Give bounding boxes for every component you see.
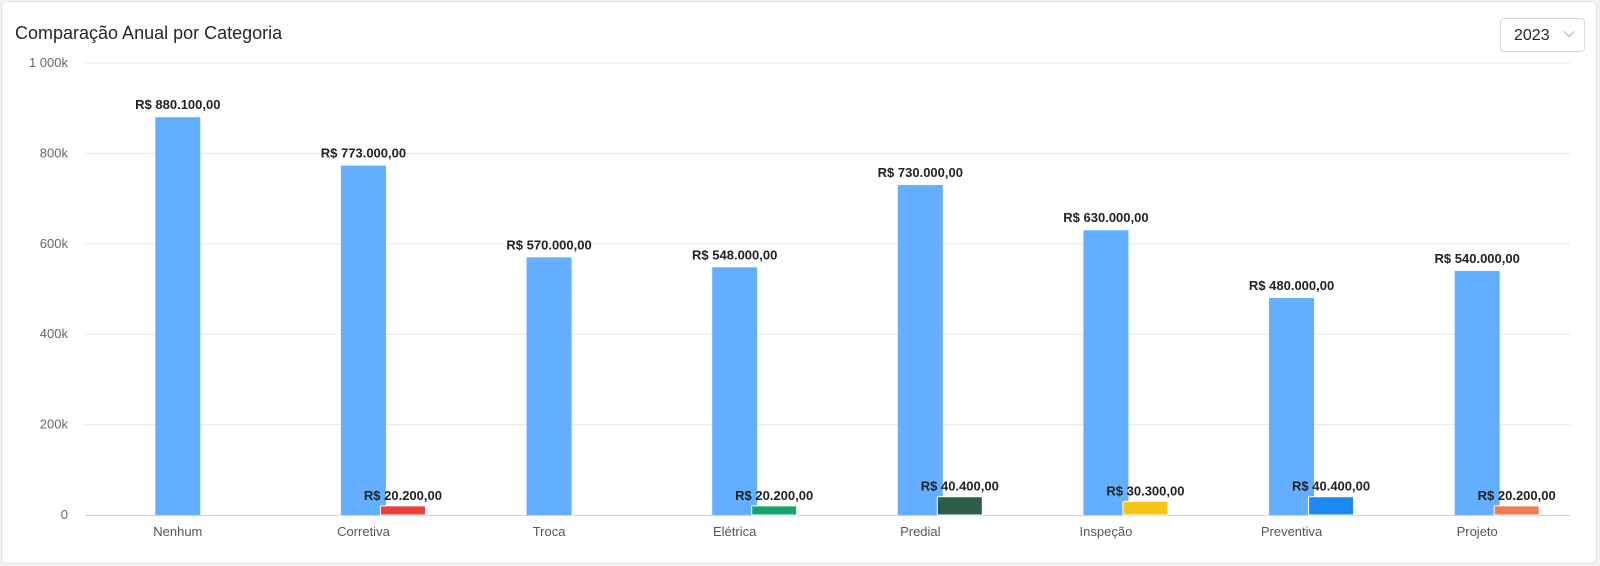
y-tick-label: 1 000k: [29, 55, 69, 70]
year-select[interactable]: 2023: [1500, 18, 1585, 52]
bar-category-4: [751, 505, 798, 516]
bar-total-8: [1454, 270, 1500, 515]
x-tick-label: Preventiva: [1261, 524, 1323, 539]
y-tick-label: 400k: [40, 326, 69, 341]
chevron-down-icon: [1563, 31, 1575, 38]
data-label-total: R$ 730.000,00: [878, 165, 963, 180]
bar-category-7: [1308, 496, 1355, 516]
data-label-total: R$ 630.000,00: [1063, 210, 1148, 225]
data-label-category: R$ 40.400,00: [1292, 479, 1370, 494]
bar-total-2: [340, 165, 386, 515]
bar-total-3: [526, 257, 572, 515]
bar-category-2: [379, 505, 426, 516]
bar-category-5: [936, 496, 983, 516]
bar-total-6: [1083, 230, 1129, 516]
bar-total-7: [1269, 298, 1315, 515]
data-label-total: R$ 540.000,00: [1435, 251, 1520, 266]
bar-total-5: [897, 185, 943, 516]
data-label-category: R$ 40.400,00: [921, 479, 999, 494]
x-tick-label: Nenhum: [153, 524, 202, 539]
data-label-category: R$ 30.300,00: [1106, 483, 1184, 498]
page-title: Comparação Anual por Categoria: [15, 23, 283, 43]
data-label-category: R$ 20.200,00: [1478, 488, 1556, 503]
bar-category-8: [1493, 505, 1540, 516]
data-label-total: R$ 548.000,00: [692, 247, 777, 262]
bar-category-6: [1122, 500, 1169, 516]
year-select-value: 2023: [1514, 27, 1550, 44]
bar-total-1: [155, 117, 201, 516]
y-tick-label: 0: [61, 507, 68, 522]
data-label-total: R$ 570.000,00: [506, 237, 591, 252]
y-tick-label: 800k: [40, 145, 69, 160]
x-tick-label: Projeto: [1457, 524, 1498, 539]
x-tick-label: Troca: [533, 524, 567, 539]
data-label-total: R$ 773.000,00: [321, 146, 406, 161]
x-tick-label: Inspeção: [1080, 524, 1133, 539]
y-tick-label: 600k: [40, 236, 69, 251]
bar-total-4: [712, 267, 758, 515]
x-tick-label: Elétrica: [713, 524, 757, 539]
data-label-total: R$ 880.100,00: [135, 97, 220, 112]
x-tick-label: Corretiva: [337, 524, 391, 539]
data-label-category: R$ 20.200,00: [735, 488, 813, 503]
data-label-total: R$ 480.000,00: [1249, 278, 1334, 293]
data-label-category: R$ 20.200,00: [364, 488, 442, 503]
x-tick-label: Predial: [900, 524, 941, 539]
y-tick-label: 200k: [40, 417, 69, 432]
